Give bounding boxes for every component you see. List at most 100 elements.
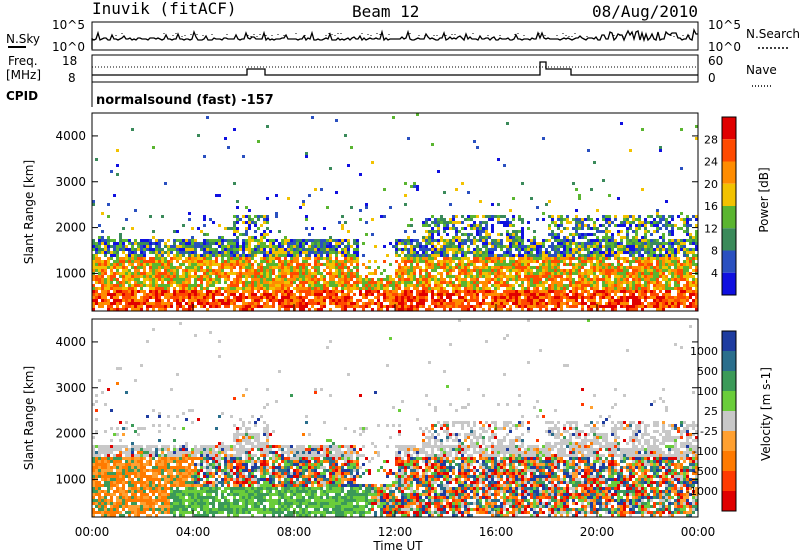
heatmap-cell [572, 242, 575, 245]
heatmap-cell [326, 287, 329, 290]
heatmap-cell [611, 302, 614, 305]
heatmap-cell [686, 233, 689, 236]
heatmap-cell [425, 284, 428, 287]
heatmap-cell [518, 275, 521, 278]
heatmap-cell [335, 305, 338, 308]
heatmap-cell [284, 239, 287, 242]
heatmap-cell [344, 284, 347, 287]
heatmap-cell [287, 248, 290, 251]
heatmap-cell [104, 299, 107, 302]
heatmap-cell [233, 299, 236, 302]
heatmap-cell [194, 287, 197, 290]
heatmap-cell [584, 224, 587, 227]
heatmap-cell [632, 299, 635, 302]
heatmap-cell [629, 221, 632, 224]
heatmap-cell [119, 454, 122, 457]
heatmap-cell [428, 239, 431, 242]
heatmap-cell [131, 496, 134, 499]
heatmap-cell [632, 308, 635, 311]
heatmap-cell [296, 254, 299, 257]
heatmap-cell [641, 266, 644, 269]
heatmap-cell [95, 451, 98, 454]
heatmap-cell [221, 275, 224, 278]
heatmap-cell [509, 299, 512, 302]
heatmap-cell [623, 293, 626, 296]
heatmap-cell [422, 269, 425, 272]
heatmap-cell [230, 302, 233, 305]
heatmap-cell [665, 281, 668, 284]
heatmap-cell [659, 245, 662, 248]
heatmap-cell [497, 221, 500, 224]
heatmap-cell [686, 251, 689, 254]
heatmap-cell [371, 308, 374, 311]
beam-title: Beam 12 [352, 2, 419, 21]
heatmap-cell [122, 427, 125, 430]
heatmap-cell [257, 284, 260, 287]
heatmap-cell [620, 251, 623, 254]
heatmap-cell [665, 227, 668, 230]
heatmap-cell [581, 302, 584, 305]
heatmap-cell [161, 302, 164, 305]
heatmap-cell [113, 245, 116, 248]
heatmap-cell [638, 302, 641, 305]
heatmap-cell [155, 305, 158, 308]
heatmap-cell [482, 242, 485, 245]
heatmap-cell [611, 254, 614, 257]
heatmap-cell [116, 149, 119, 152]
heatmap-cell [275, 212, 278, 215]
heatmap-cell [128, 272, 131, 275]
heatmap-cell [242, 155, 245, 158]
heatmap-cell [617, 233, 620, 236]
heatmap-cell [617, 275, 620, 278]
heatmap-cell [515, 260, 518, 263]
heatmap-cell [317, 272, 320, 275]
nsearch-tick-bottom: 10^0 [708, 40, 741, 54]
heatmap-cell [134, 466, 137, 469]
heatmap-cell [581, 266, 584, 269]
heatmap-cell [428, 290, 431, 293]
heatmap-cell [116, 164, 119, 167]
heatmap-cell [503, 221, 506, 224]
heatmap-cell [488, 248, 491, 251]
heatmap-cell [416, 251, 419, 254]
heatmap-cell [137, 460, 140, 463]
heatmap-cell [305, 266, 308, 269]
heatmap-cell [680, 128, 683, 131]
colorbar-tick: 8 [711, 245, 718, 258]
heatmap-cell [434, 224, 437, 227]
heatmap-cell [137, 433, 140, 436]
heatmap-cell [620, 263, 623, 266]
heatmap-cell [320, 287, 323, 290]
heatmap-cell [668, 272, 671, 275]
heatmap-cell [587, 284, 590, 287]
heatmap-cell [581, 296, 584, 299]
heatmap-cell [455, 221, 458, 224]
heatmap-cell [473, 296, 476, 299]
heatmap-cell [233, 278, 236, 281]
heatmap-cell [182, 251, 185, 254]
heatmap-cell [461, 233, 464, 236]
heatmap-cell [392, 278, 395, 281]
heatmap-cell [314, 242, 317, 245]
heatmap-cell [239, 308, 242, 311]
heatmap-cell [533, 248, 536, 251]
heatmap-cell [272, 266, 275, 269]
heatmap-cell [617, 197, 620, 200]
heatmap-cell [530, 197, 533, 200]
heatmap-cell [230, 263, 233, 266]
heatmap-cell [515, 290, 518, 293]
heatmap-cell [287, 287, 290, 290]
heatmap-cell [302, 278, 305, 281]
heatmap-cell [680, 299, 683, 302]
heatmap-cell [530, 305, 533, 308]
heatmap-cell [128, 287, 131, 290]
heatmap-cell [107, 290, 110, 293]
heatmap-cell [107, 203, 110, 206]
heatmap-cell [260, 251, 263, 254]
heatmap-cell [128, 251, 131, 254]
heatmap-cell [302, 308, 305, 311]
heatmap-cell [593, 302, 596, 305]
heatmap-cell [689, 263, 692, 266]
heatmap-cell [365, 233, 368, 236]
heatmap-cell [590, 188, 593, 191]
